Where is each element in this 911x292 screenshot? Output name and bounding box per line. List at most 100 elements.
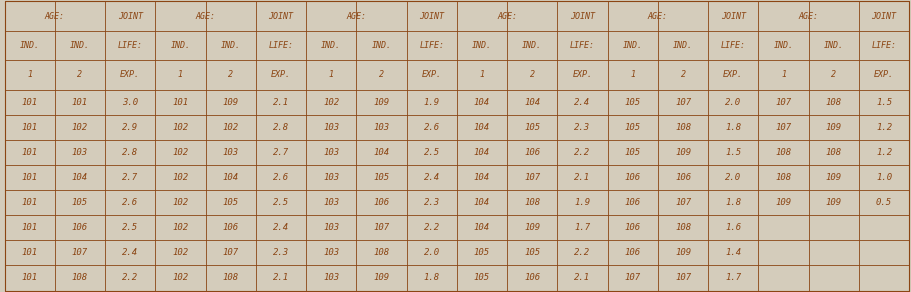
Text: 104: 104: [374, 148, 390, 157]
Text: IND.: IND.: [673, 41, 693, 50]
Text: 109: 109: [775, 198, 792, 207]
Text: 107: 107: [374, 223, 390, 232]
Text: 2: 2: [530, 70, 535, 79]
Text: 2: 2: [681, 70, 685, 79]
Text: 2.2: 2.2: [424, 223, 440, 232]
Text: 2.5: 2.5: [273, 198, 289, 207]
Text: 2.1: 2.1: [575, 173, 590, 182]
Text: 106: 106: [675, 173, 691, 182]
Text: 2.3: 2.3: [273, 248, 289, 257]
Text: 104: 104: [222, 173, 239, 182]
Text: LIFE:: LIFE:: [570, 41, 595, 50]
Text: 106: 106: [625, 198, 640, 207]
Text: 103: 103: [222, 148, 239, 157]
Text: 2.6: 2.6: [273, 173, 289, 182]
Text: 105: 105: [524, 248, 540, 257]
Text: 1.5: 1.5: [876, 98, 892, 107]
Text: 106: 106: [524, 274, 540, 282]
Text: IND.: IND.: [773, 41, 793, 50]
Text: 108: 108: [72, 274, 88, 282]
Text: AGE:: AGE:: [45, 11, 65, 20]
Text: 101: 101: [22, 274, 37, 282]
Text: AGE:: AGE:: [346, 11, 366, 20]
Text: 2.1: 2.1: [273, 274, 289, 282]
Text: IND.: IND.: [472, 41, 492, 50]
Text: 104: 104: [474, 148, 490, 157]
Text: 2.4: 2.4: [424, 173, 440, 182]
Text: 1.4: 1.4: [725, 248, 742, 257]
Text: 106: 106: [625, 248, 640, 257]
Text: 101: 101: [72, 98, 88, 107]
Text: 1.2: 1.2: [876, 148, 892, 157]
Text: 107: 107: [675, 198, 691, 207]
Text: AGE:: AGE:: [196, 11, 216, 20]
Text: 101: 101: [22, 148, 37, 157]
Text: JOINT: JOINT: [570, 11, 595, 20]
Text: 108: 108: [675, 223, 691, 232]
Text: 2.3: 2.3: [575, 123, 590, 132]
Text: 106: 106: [524, 148, 540, 157]
Text: 2: 2: [77, 70, 82, 79]
Text: 106: 106: [72, 223, 88, 232]
Text: 109: 109: [825, 173, 842, 182]
Text: EXP.: EXP.: [572, 70, 592, 79]
Text: 101: 101: [22, 173, 37, 182]
Text: 102: 102: [172, 173, 189, 182]
Text: 102: 102: [172, 248, 189, 257]
Text: 103: 103: [323, 173, 339, 182]
Text: 107: 107: [72, 248, 88, 257]
Text: IND.: IND.: [372, 41, 392, 50]
Text: 105: 105: [222, 198, 239, 207]
Text: 108: 108: [524, 198, 540, 207]
Text: 105: 105: [474, 248, 490, 257]
Text: AGE:: AGE:: [799, 11, 819, 20]
Text: LIFE:: LIFE:: [269, 41, 293, 50]
Text: JOINT: JOINT: [721, 11, 746, 20]
Text: 2: 2: [379, 70, 384, 79]
Text: EXP.: EXP.: [723, 70, 743, 79]
Text: EXP.: EXP.: [271, 70, 291, 79]
Text: IND.: IND.: [824, 41, 844, 50]
Text: IND.: IND.: [220, 41, 241, 50]
Text: 109: 109: [825, 198, 842, 207]
Text: 2.2: 2.2: [575, 248, 590, 257]
Text: 2.0: 2.0: [725, 98, 742, 107]
Text: 109: 109: [675, 248, 691, 257]
Text: 1.7: 1.7: [575, 223, 590, 232]
Text: 102: 102: [172, 123, 189, 132]
Text: 101: 101: [22, 123, 37, 132]
Text: JOINT: JOINT: [269, 11, 293, 20]
Text: 103: 103: [323, 274, 339, 282]
Text: 103: 103: [323, 198, 339, 207]
Text: 101: 101: [172, 98, 189, 107]
Text: 2.4: 2.4: [575, 98, 590, 107]
Text: 1: 1: [178, 70, 183, 79]
Text: 1.8: 1.8: [424, 274, 440, 282]
Text: 107: 107: [775, 123, 792, 132]
Text: 101: 101: [22, 248, 37, 257]
Text: 108: 108: [374, 248, 390, 257]
Text: 106: 106: [222, 223, 239, 232]
Text: 1: 1: [781, 70, 786, 79]
Text: 2.5: 2.5: [122, 223, 138, 232]
Text: 2.2: 2.2: [122, 274, 138, 282]
Text: 105: 105: [524, 123, 540, 132]
Text: 102: 102: [72, 123, 88, 132]
Text: 108: 108: [675, 123, 691, 132]
Text: 2.4: 2.4: [122, 248, 138, 257]
Text: 2.9: 2.9: [122, 123, 138, 132]
Text: LIFE:: LIFE:: [118, 41, 143, 50]
Text: 109: 109: [374, 274, 390, 282]
Text: 104: 104: [474, 123, 490, 132]
Text: 1.9: 1.9: [424, 98, 440, 107]
Text: 2.7: 2.7: [122, 173, 138, 182]
Text: EXP.: EXP.: [422, 70, 442, 79]
Text: 109: 109: [524, 223, 540, 232]
Text: 1.8: 1.8: [725, 198, 742, 207]
Text: 104: 104: [524, 98, 540, 107]
Text: 2.4: 2.4: [273, 223, 289, 232]
Text: 1: 1: [329, 70, 333, 79]
Text: 107: 107: [775, 98, 792, 107]
Text: 109: 109: [374, 98, 390, 107]
Text: 1: 1: [630, 70, 635, 79]
